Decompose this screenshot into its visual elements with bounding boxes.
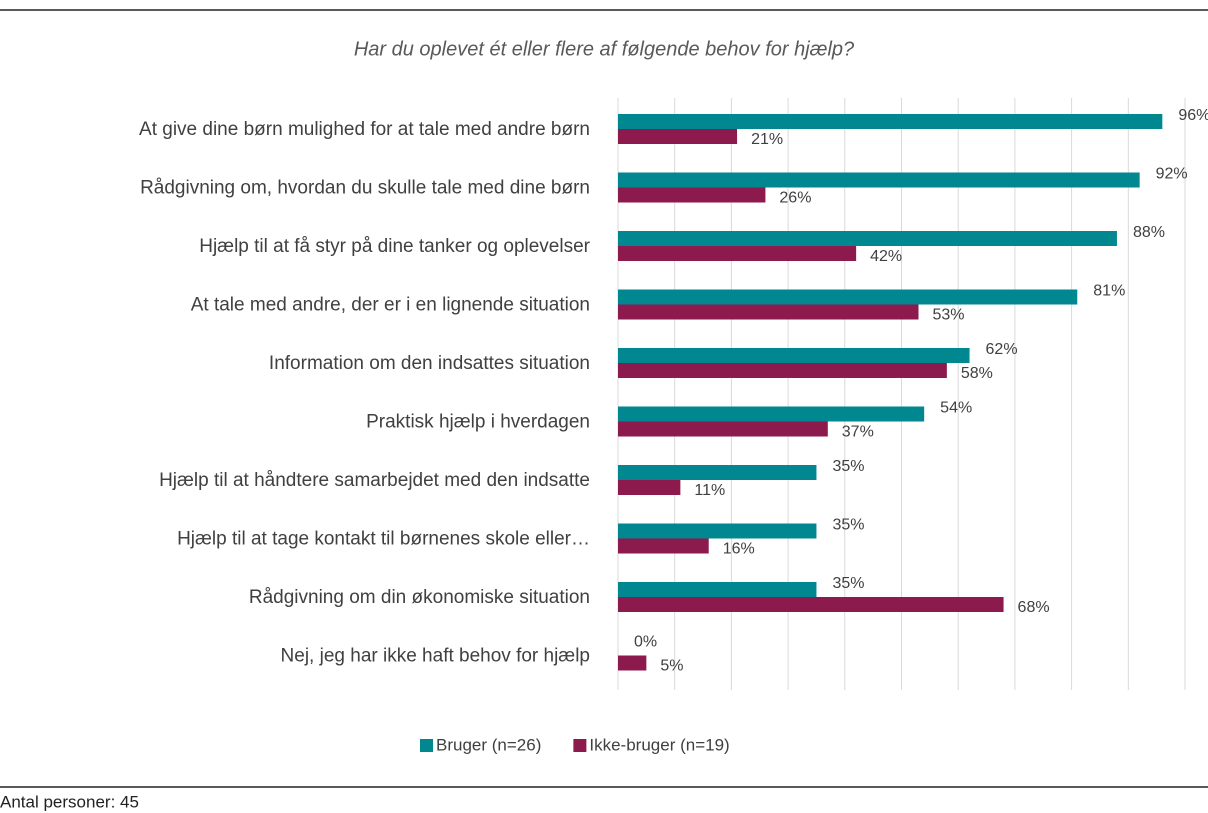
bar bbox=[618, 538, 709, 554]
category-label: Hjælp til at håndtere samarbejdet med de… bbox=[159, 470, 590, 491]
data-label: 92% bbox=[1156, 166, 1188, 183]
bar bbox=[618, 582, 817, 597]
bar bbox=[618, 289, 1078, 305]
data-label: 11% bbox=[694, 482, 725, 499]
legend-swatch bbox=[420, 739, 433, 752]
data-label: 53% bbox=[933, 307, 965, 324]
bar bbox=[618, 231, 1117, 246]
data-label: 88% bbox=[1133, 224, 1165, 241]
bar bbox=[618, 655, 647, 671]
data-label: 35% bbox=[832, 517, 864, 534]
chart-title: Har du oplevet ét eller flere af følgend… bbox=[354, 38, 855, 60]
bar bbox=[618, 406, 925, 422]
data-label: 26% bbox=[779, 190, 811, 207]
data-label: 35% bbox=[832, 575, 864, 592]
data-label: 0% bbox=[634, 634, 657, 651]
bar bbox=[618, 129, 738, 144]
bar bbox=[618, 421, 828, 437]
data-label: 54% bbox=[940, 400, 972, 417]
legend-label: Bruger (n=26) bbox=[436, 735, 541, 754]
data-label: 81% bbox=[1093, 283, 1125, 300]
data-label: 62% bbox=[986, 341, 1018, 358]
category-label: Rådgivning om, hvordan du skulle tale me… bbox=[140, 178, 590, 199]
data-label: 21% bbox=[751, 131, 783, 148]
data-label: 58% bbox=[961, 365, 993, 382]
data-label: 68% bbox=[1018, 599, 1050, 616]
bar bbox=[618, 480, 681, 495]
bar bbox=[618, 172, 1140, 188]
bar bbox=[618, 348, 970, 363]
category-label: Nej, jeg har ikke haft behov for hjælp bbox=[281, 646, 590, 667]
bar bbox=[618, 187, 766, 203]
category-label: Rådgivning om din økonomiske situation bbox=[249, 587, 590, 608]
data-label: 35% bbox=[832, 458, 864, 475]
legend-label: Ikke-bruger (n=19) bbox=[589, 735, 729, 754]
bar bbox=[618, 523, 817, 539]
category-label: Hjælp til at få styr på dine tanker og o… bbox=[199, 236, 590, 257]
bar bbox=[618, 363, 947, 378]
category-label: Hjælp til at tage kontakt til børnenes s… bbox=[177, 529, 590, 550]
bar bbox=[618, 465, 817, 480]
bar bbox=[618, 597, 1004, 612]
data-label: 37% bbox=[842, 424, 874, 441]
data-label: 42% bbox=[870, 248, 902, 265]
data-label: 5% bbox=[660, 658, 683, 675]
category-label: At give dine børn mulighed for at tale m… bbox=[139, 119, 590, 140]
footer: Antal personer: 45 bbox=[0, 792, 139, 811]
bar bbox=[618, 114, 1163, 129]
category-label: Information om den indsattes situation bbox=[269, 353, 590, 374]
bar bbox=[618, 304, 919, 320]
category-label: Praktisk hjælp i hverdagen bbox=[366, 412, 590, 433]
data-label: 16% bbox=[723, 541, 755, 558]
bar bbox=[618, 246, 857, 261]
legend-swatch bbox=[573, 739, 587, 752]
data-label: 96% bbox=[1178, 107, 1208, 124]
category-label: At tale med andre, der er i en lignende … bbox=[191, 295, 590, 316]
